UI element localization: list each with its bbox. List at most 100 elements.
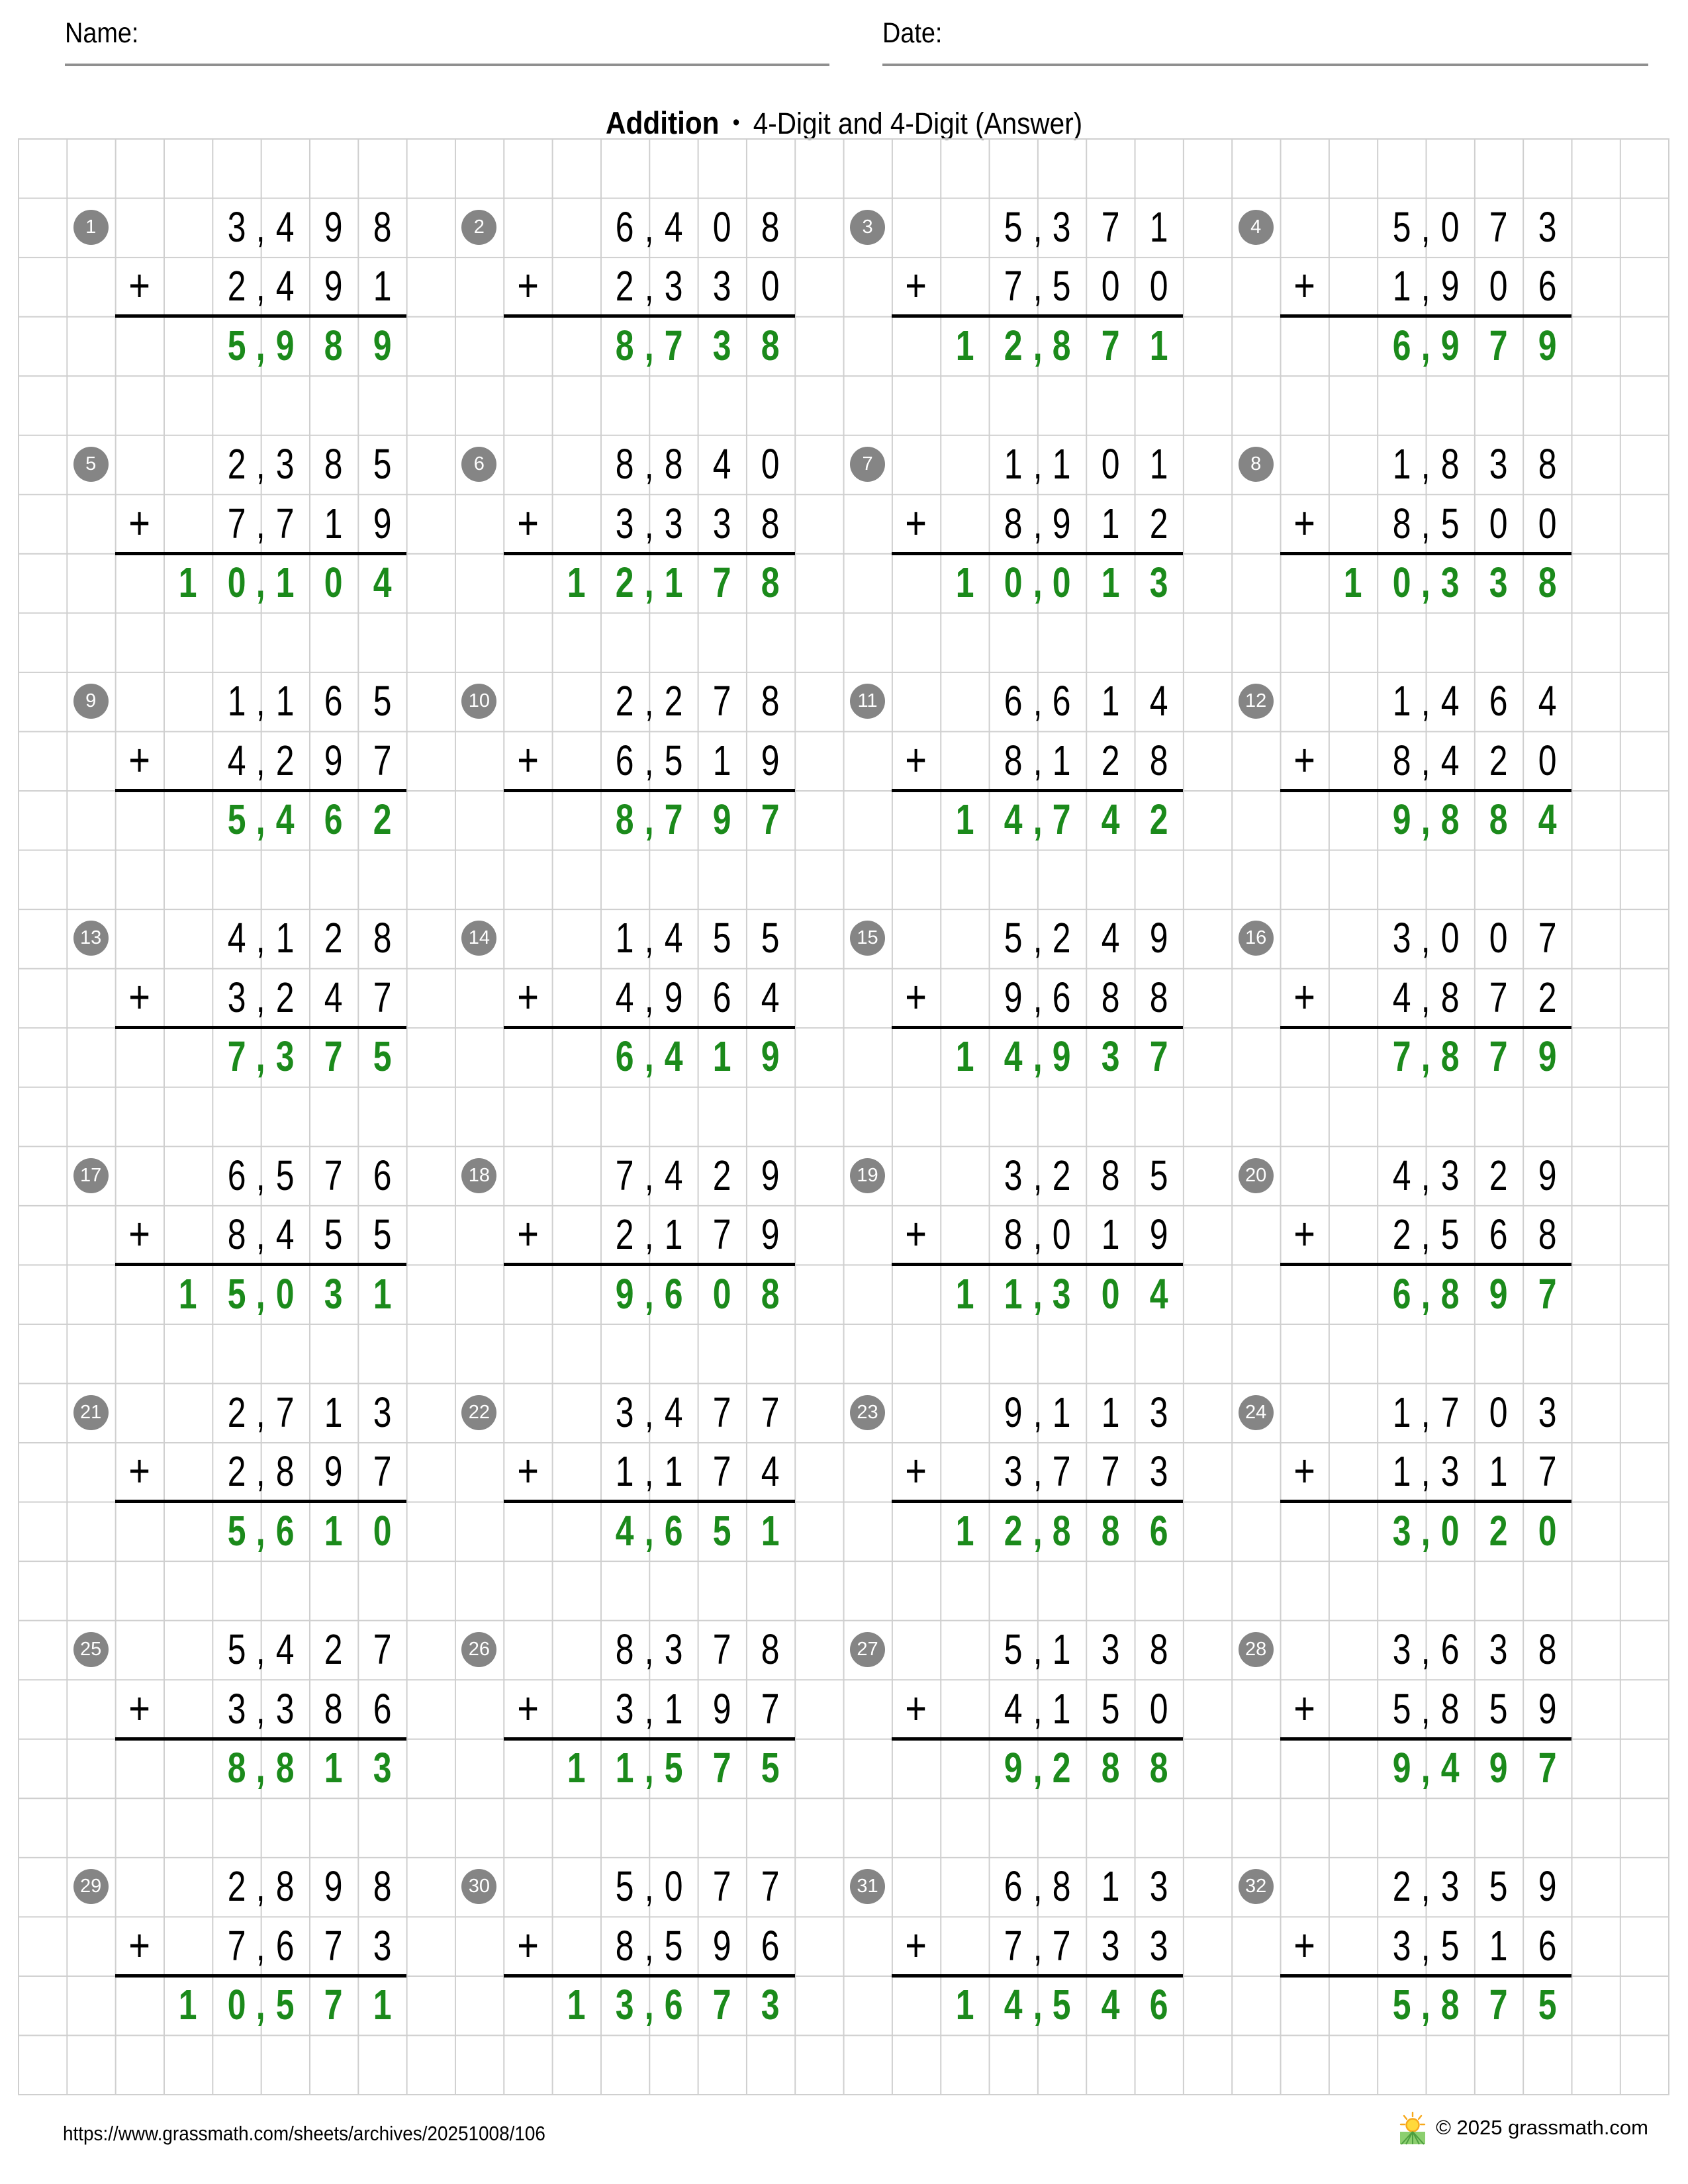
addend-digit: 5 <box>1053 262 1071 310</box>
addend-digit: 8 <box>616 440 634 488</box>
thousands-comma: , <box>644 1506 654 1555</box>
answer-digit: 6 <box>1392 1269 1411 1318</box>
answer-digit: 0 <box>275 1269 295 1318</box>
addend-digit: 0 <box>1538 499 1557 547</box>
addend-digit: 7 <box>1101 1447 1120 1496</box>
addend-digit: 2 <box>1392 1210 1411 1259</box>
answer-digit: 9 <box>1489 1269 1508 1318</box>
addend-digit: 4 <box>275 262 295 310</box>
addend-digit: 7 <box>1004 262 1023 310</box>
addend-digit: 4 <box>1004 1684 1023 1733</box>
answer-digit: 3 <box>1101 1032 1120 1081</box>
addend-digit: 0 <box>1489 1388 1508 1436</box>
addend-digit: 1 <box>1101 677 1120 725</box>
problem-number-badge: 17 <box>73 1158 109 1193</box>
thousands-comma: , <box>644 262 654 310</box>
addend-digit: 5 <box>761 914 780 962</box>
thousands-comma: , <box>256 1921 265 1970</box>
addend-digit: 6 <box>616 203 634 251</box>
addend-digit: 7 <box>227 499 246 547</box>
addend-digit: 4 <box>227 736 246 784</box>
answer-digit: 7 <box>324 1981 343 2029</box>
footer-url[interactable]: https://www.grassmath.com/sheets/archive… <box>63 2122 545 2145</box>
sum-line <box>892 314 1184 318</box>
plus-operator: + <box>128 259 151 312</box>
thousands-comma: , <box>1033 1862 1043 1911</box>
answer-digit: 9 <box>275 321 295 369</box>
addend-digit: 7 <box>616 1151 634 1199</box>
answer-digit: 7 <box>1392 1032 1411 1081</box>
date-field[interactable]: Date: <box>882 17 1648 66</box>
answer-digit: 4 <box>1101 796 1120 844</box>
addend-digit: 7 <box>712 677 731 725</box>
addend-digit: 8 <box>1149 1625 1168 1673</box>
addend-digit: 2 <box>227 1447 246 1496</box>
answer-digit: 0 <box>712 1269 731 1318</box>
addend-digit: 1 <box>1392 440 1411 488</box>
plus-operator: + <box>516 259 539 312</box>
addend-digit: 7 <box>373 973 392 1021</box>
addend-digit: 9 <box>324 1862 343 1911</box>
addend-digit: 8 <box>373 1862 392 1911</box>
problem-number-badge: 15 <box>850 921 886 956</box>
thousands-comma: , <box>644 1625 654 1673</box>
name-field[interactable]: Name: <box>65 17 829 66</box>
thousands-comma: , <box>644 1684 654 1733</box>
answer-digit: 1 <box>179 559 197 607</box>
addend-digit: 9 <box>761 736 780 784</box>
answer-digit: 8 <box>1440 1269 1460 1318</box>
addend-digit: 4 <box>1392 973 1411 1021</box>
addend-digit: 4 <box>761 1447 780 1496</box>
addend-digit: 3 <box>1392 1625 1411 1673</box>
addend-digit: 8 <box>275 1447 295 1496</box>
addend-digit: 6 <box>373 1151 392 1199</box>
plus-operator: + <box>128 1445 151 1497</box>
addend-digit: 7 <box>761 1388 780 1436</box>
answer-digit: 7 <box>712 1744 731 1792</box>
addend-digit: 7 <box>1538 914 1557 962</box>
answer-digit: 0 <box>373 1506 392 1555</box>
answer-digit: 6 <box>664 1506 683 1555</box>
sum-line <box>115 1737 407 1741</box>
answer-digit: 0 <box>1392 559 1411 607</box>
answer-digit: 2 <box>616 559 634 607</box>
addend-digit: 1 <box>664 1447 683 1496</box>
thousands-comma: , <box>644 1981 654 2029</box>
plus-operator: + <box>128 970 151 1023</box>
addend-digit: 5 <box>1489 1684 1508 1733</box>
addend-digit: 7 <box>373 1447 392 1496</box>
addend-digit: 0 <box>1489 499 1508 547</box>
answer-digit: 0 <box>1538 1506 1557 1555</box>
addend-digit: 1 <box>275 914 295 962</box>
addend-digit: 8 <box>1538 1210 1557 1259</box>
addend-digit: 0 <box>761 262 780 310</box>
sum-line <box>892 788 1184 792</box>
answer-digit: 1 <box>955 796 974 844</box>
thousands-comma: , <box>644 677 654 725</box>
addend-digit: 9 <box>712 1921 731 1970</box>
answer-digit: 7 <box>324 1032 343 1081</box>
addend-digit: 6 <box>227 1151 246 1199</box>
answer-digit: 1 <box>567 1744 586 1792</box>
thousands-comma: , <box>1421 1981 1430 2029</box>
problem-number-badge: 12 <box>1238 684 1274 719</box>
addend-digit: 3 <box>1538 1388 1557 1436</box>
addend-digit: 4 <box>275 203 295 251</box>
thousands-comma: , <box>1421 203 1430 251</box>
addend-digit: 3 <box>1392 1921 1411 1970</box>
addend-digit: 2 <box>1101 736 1120 784</box>
addend-digit: 9 <box>1004 1388 1023 1436</box>
thousands-comma: , <box>1033 262 1043 310</box>
addend-digit: 1 <box>1149 440 1168 488</box>
addend-digit: 5 <box>664 1921 683 1970</box>
problem-number-badge: 28 <box>1238 1632 1274 1667</box>
answer-digit: 6 <box>1149 1981 1168 2029</box>
plus-operator: + <box>516 1445 539 1497</box>
answer-digit: 5 <box>712 1506 731 1555</box>
addend-digit: 6 <box>1489 1210 1508 1259</box>
addend-digit: 3 <box>1440 1862 1460 1911</box>
